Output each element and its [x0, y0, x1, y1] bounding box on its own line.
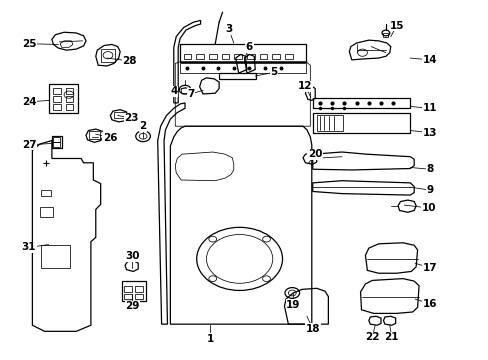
- Bar: [208, 54, 216, 59]
- Text: 27: 27: [21, 140, 36, 150]
- Text: 8: 8: [426, 164, 432, 174]
- Bar: [219, 73, 255, 79]
- Bar: [40, 207, 53, 217]
- Text: 10: 10: [421, 203, 435, 213]
- Bar: [65, 88, 73, 94]
- Text: 9: 9: [426, 185, 432, 195]
- Bar: [383, 33, 387, 37]
- Bar: [89, 131, 100, 139]
- Text: 24: 24: [21, 97, 36, 107]
- Bar: [65, 104, 73, 110]
- Bar: [180, 44, 305, 62]
- Text: 19: 19: [285, 300, 300, 310]
- Bar: [196, 54, 203, 59]
- Bar: [53, 88, 61, 94]
- Text: 29: 29: [125, 301, 139, 311]
- Bar: [65, 96, 73, 102]
- Text: 4: 4: [170, 86, 177, 96]
- Bar: [135, 294, 142, 300]
- Text: 22: 22: [364, 332, 379, 342]
- Bar: [124, 286, 132, 292]
- Bar: [101, 49, 115, 62]
- Bar: [285, 54, 292, 59]
- Bar: [312, 113, 409, 133]
- Bar: [259, 54, 267, 59]
- Bar: [49, 84, 78, 113]
- Bar: [272, 54, 280, 59]
- Text: 21: 21: [384, 332, 398, 342]
- Text: 11: 11: [422, 103, 436, 113]
- Bar: [135, 286, 142, 292]
- Bar: [122, 282, 146, 301]
- Text: 17: 17: [422, 263, 436, 273]
- Text: 20: 20: [307, 149, 322, 159]
- Text: 7: 7: [187, 89, 194, 99]
- Text: 31: 31: [21, 242, 36, 252]
- Bar: [53, 96, 61, 102]
- Text: 25: 25: [21, 39, 36, 49]
- Text: 5: 5: [269, 67, 277, 77]
- Bar: [312, 98, 409, 108]
- Bar: [53, 137, 60, 142]
- Text: 18: 18: [305, 324, 319, 334]
- Bar: [53, 142, 60, 147]
- Text: 26: 26: [102, 133, 117, 143]
- Text: 12: 12: [298, 81, 312, 91]
- Bar: [53, 104, 61, 110]
- Bar: [246, 54, 254, 59]
- Text: 16: 16: [422, 299, 436, 309]
- Text: 1: 1: [206, 333, 214, 343]
- Text: 23: 23: [124, 113, 138, 123]
- Text: 15: 15: [388, 21, 403, 31]
- Text: 13: 13: [422, 128, 436, 138]
- Text: 28: 28: [122, 56, 136, 66]
- Text: 30: 30: [125, 251, 139, 261]
- Text: 6: 6: [245, 42, 252, 52]
- Bar: [41, 244, 70, 268]
- Text: 14: 14: [422, 55, 436, 65]
- Bar: [183, 54, 191, 59]
- Bar: [52, 136, 61, 148]
- Bar: [124, 294, 132, 300]
- Bar: [180, 63, 305, 73]
- Text: 2: 2: [139, 121, 146, 131]
- Bar: [316, 116, 343, 131]
- Text: 3: 3: [225, 24, 232, 35]
- Bar: [41, 190, 51, 196]
- Bar: [234, 54, 242, 59]
- Bar: [221, 54, 229, 59]
- Bar: [114, 112, 124, 118]
